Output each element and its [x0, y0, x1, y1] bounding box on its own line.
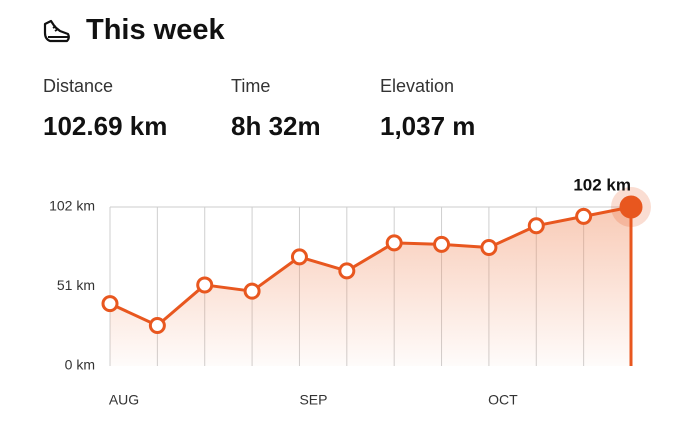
point: [101, 295, 119, 313]
stat-label: Elevation: [380, 76, 455, 96]
x-tick-label: AUG: [109, 392, 139, 408]
area: [110, 207, 631, 366]
stat-value: 1,037 m: [380, 111, 476, 141]
point: [433, 235, 451, 253]
point: [575, 207, 593, 225]
point: [527, 217, 545, 235]
stat: Time 8h 32m: [231, 76, 321, 142]
point: [619, 195, 643, 219]
y-tick-label: 102 km: [49, 198, 95, 214]
shoe-icon: [43, 19, 70, 43]
stat-value: 8h 32m: [231, 111, 321, 141]
point: [385, 234, 403, 252]
point: [196, 276, 214, 294]
point: [290, 248, 308, 266]
stat: Elevation 1,037 m: [380, 76, 475, 142]
y-tick-label: 51 km: [57, 277, 95, 293]
point: [480, 239, 498, 257]
x-tick-label: OCT: [488, 392, 518, 408]
stat-value: 102.69 km: [43, 111, 168, 141]
point: [338, 262, 356, 280]
point: [148, 316, 166, 334]
y-tick-label: 0 km: [65, 357, 95, 373]
stat: Distance 102.69 km: [43, 76, 167, 142]
stat-label: Distance: [43, 76, 114, 96]
title: This week: [86, 14, 225, 46]
point: [243, 282, 261, 300]
x-tick-label: SEP: [299, 392, 327, 408]
stat-label: Time: [231, 76, 271, 96]
data-label: 102 km: [573, 175, 631, 194]
